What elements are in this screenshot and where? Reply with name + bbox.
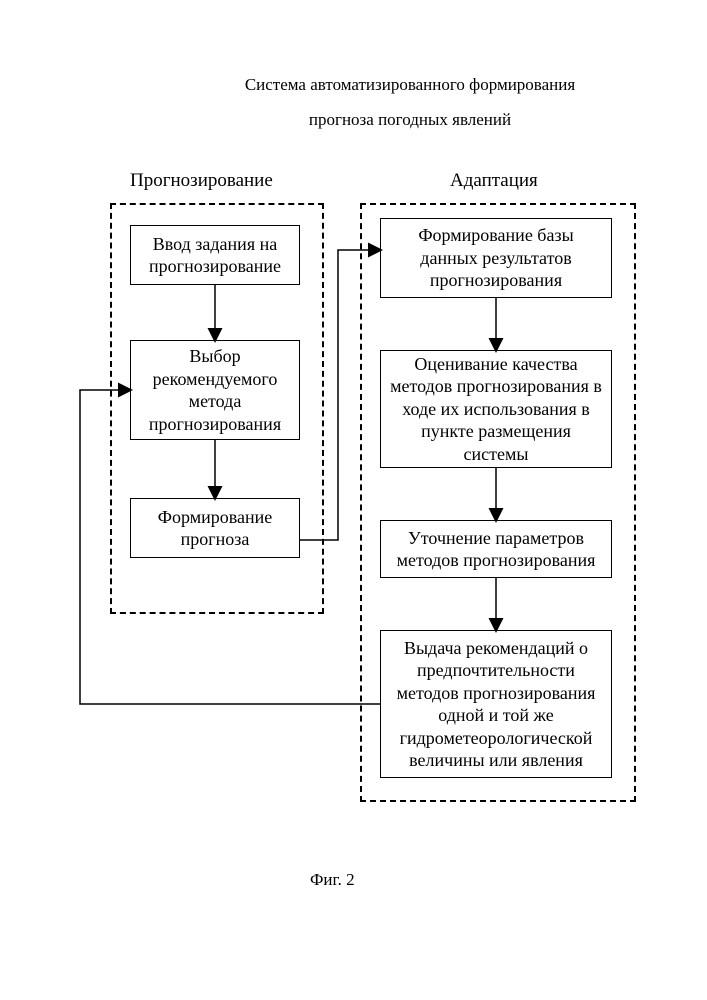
node-evaluate-quality: Оценивание качества методов прогнозирова… <box>380 350 612 468</box>
group-left-label: Прогнозирование <box>130 170 273 192</box>
figure-caption: Фиг. 2 <box>310 870 355 890</box>
node-form-forecast: Формирование прогноза <box>130 498 300 558</box>
node-refine-params: Уточнение параметров методов прогнозиров… <box>380 520 612 578</box>
diagram-title-line1: Система автоматизированного формирования <box>200 75 620 95</box>
node-select-method: Выбор рекомендуемого метода прогнозирова… <box>130 340 300 440</box>
group-right-label: Адаптация <box>450 170 538 192</box>
node-input-task: Ввод задания на прогнозирование <box>130 225 300 285</box>
node-recommendations: Выдача рекомендаций о предпочтительности… <box>380 630 612 778</box>
node-form-database: Формирование базы данных результатов про… <box>380 218 612 298</box>
diagram-title-line2: прогноза погодных явлений <box>200 110 620 130</box>
